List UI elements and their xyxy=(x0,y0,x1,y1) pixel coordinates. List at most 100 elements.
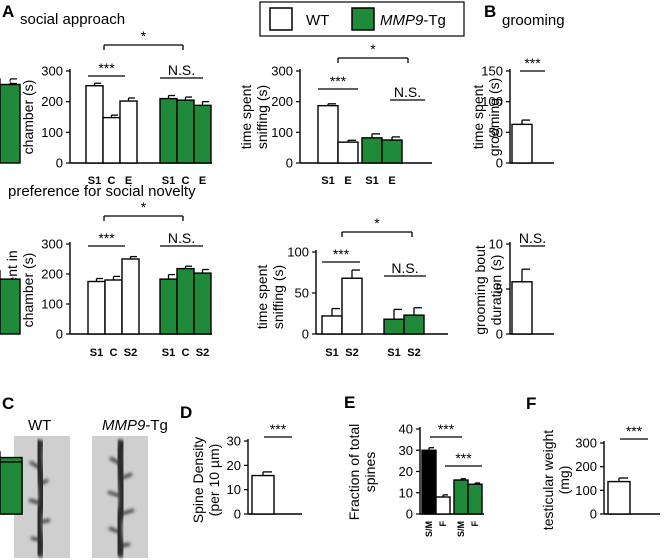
photo-label-wt: WT xyxy=(28,417,51,434)
y-tick-label: 200 xyxy=(575,459,597,474)
significance-label: *** xyxy=(438,421,455,437)
significance-label: N.S. xyxy=(394,84,421,100)
y-tick-label: 0 xyxy=(406,507,413,522)
y-axis-label-line: time spent xyxy=(238,85,254,150)
y-axis-label-line: testicular weight xyxy=(540,430,556,530)
category-label: S1 xyxy=(365,175,378,187)
bar xyxy=(607,480,631,515)
legend-swatch-tg xyxy=(351,7,375,31)
bar xyxy=(176,267,195,335)
category-label: E xyxy=(199,175,206,187)
bar xyxy=(321,315,343,335)
bar xyxy=(159,278,178,335)
legend-label-wt: WT xyxy=(306,12,329,29)
photo-label-tg-suffix: -Tg xyxy=(145,417,168,434)
y-axis-label-line: chamber (s) xyxy=(20,80,36,155)
bar xyxy=(251,474,275,515)
significance-label: N.S. xyxy=(391,260,418,276)
y-axis-label-line: grooming (s) xyxy=(486,78,502,157)
section-title-preference: preference for social novelty xyxy=(8,183,196,200)
y-tick-label: 300 xyxy=(41,64,63,79)
bar xyxy=(119,100,138,164)
y-tick-label: 0 xyxy=(286,156,293,171)
y-tick-label: 30 xyxy=(399,443,413,458)
bar xyxy=(381,139,403,164)
category-label: C xyxy=(110,347,118,359)
y-axis-label-line: (per 10 µm) xyxy=(206,444,222,517)
legend-label-tg-italic: MMP9 xyxy=(380,12,424,29)
significance-label: *** xyxy=(98,230,115,246)
pairwise-label: N.S. xyxy=(519,230,546,246)
panel-label-f: F xyxy=(526,394,536,413)
between-group-label: * xyxy=(370,41,376,57)
y-tick-label: 0 xyxy=(496,156,503,171)
section-title-grooming: grooming xyxy=(502,12,565,29)
category-label: S1 xyxy=(321,175,334,187)
y-axis-label: time spentsniffing (s) xyxy=(238,85,270,150)
panel-label-a: A xyxy=(2,2,14,21)
y-axis-label: time spentsniffing (s) xyxy=(254,265,286,330)
category-label: S2 xyxy=(124,347,137,359)
bar xyxy=(403,314,425,335)
bar xyxy=(121,258,140,335)
y-tick-label: 20 xyxy=(227,458,241,473)
bar xyxy=(317,104,339,164)
bar xyxy=(87,280,106,335)
bar xyxy=(511,123,533,164)
pairwise-label: *** xyxy=(524,55,541,71)
y-tick-label: 50 xyxy=(489,125,503,140)
significance-label: *** xyxy=(333,246,350,262)
bar xyxy=(341,277,363,335)
category-label: F xyxy=(438,521,448,527)
between-group-label: * xyxy=(141,28,147,44)
panel-label-d: D xyxy=(180,403,192,422)
y-axis-label-line: chamber (s) xyxy=(20,253,36,328)
y-axis-label-line: time spent xyxy=(470,85,486,150)
y-tick-label: 100 xyxy=(287,245,309,260)
bar xyxy=(193,104,212,164)
y-tick-label: 0 xyxy=(302,327,309,342)
y-axis-label: Spine Density(per 10 µm) xyxy=(190,437,222,523)
y-tick-label: 20 xyxy=(399,464,413,479)
dendrite-photo-tg xyxy=(92,436,148,559)
category-label: E xyxy=(388,175,395,187)
bar xyxy=(453,479,469,515)
category-label: S2 xyxy=(407,347,420,359)
y-tick-label: 100 xyxy=(41,125,63,140)
y-axis-label: grooming boutduration (s) xyxy=(472,245,504,335)
y-tick-label: 300 xyxy=(575,436,597,451)
y-axis-label-line: sniffing (s) xyxy=(254,85,270,149)
bar xyxy=(85,85,104,164)
y-axis-label: time spentgrooming (s) xyxy=(470,78,502,157)
bar xyxy=(383,318,405,335)
legend: WT MMP9-Tg xyxy=(259,1,465,37)
significance-label: *** xyxy=(98,60,115,76)
panel-label-c: C xyxy=(2,394,14,413)
y-tick-label: 10 xyxy=(227,482,241,497)
category-label: S2 xyxy=(345,347,358,359)
pairwise-label: *** xyxy=(270,421,287,437)
category-label: E xyxy=(344,175,351,187)
significance-label: N.S. xyxy=(168,230,195,246)
panel-label-e: E xyxy=(344,393,355,412)
legend-label-tg: MMP9-Tg xyxy=(380,12,446,29)
y-tick-label: 100 xyxy=(575,483,597,498)
y-axis-label-line: grooming bout xyxy=(472,245,488,335)
bar xyxy=(193,272,212,335)
y-tick-label: 200 xyxy=(41,94,63,109)
significance-label: N.S. xyxy=(168,62,195,78)
category-label: C xyxy=(108,175,116,187)
y-tick-label: 100 xyxy=(271,125,293,140)
category-label: S1 xyxy=(90,347,103,359)
bar xyxy=(511,281,533,335)
category-label: S/M xyxy=(456,521,466,537)
y-tick-label: 0 xyxy=(56,327,63,342)
bar xyxy=(361,137,383,164)
category-label: S/M xyxy=(424,521,434,537)
